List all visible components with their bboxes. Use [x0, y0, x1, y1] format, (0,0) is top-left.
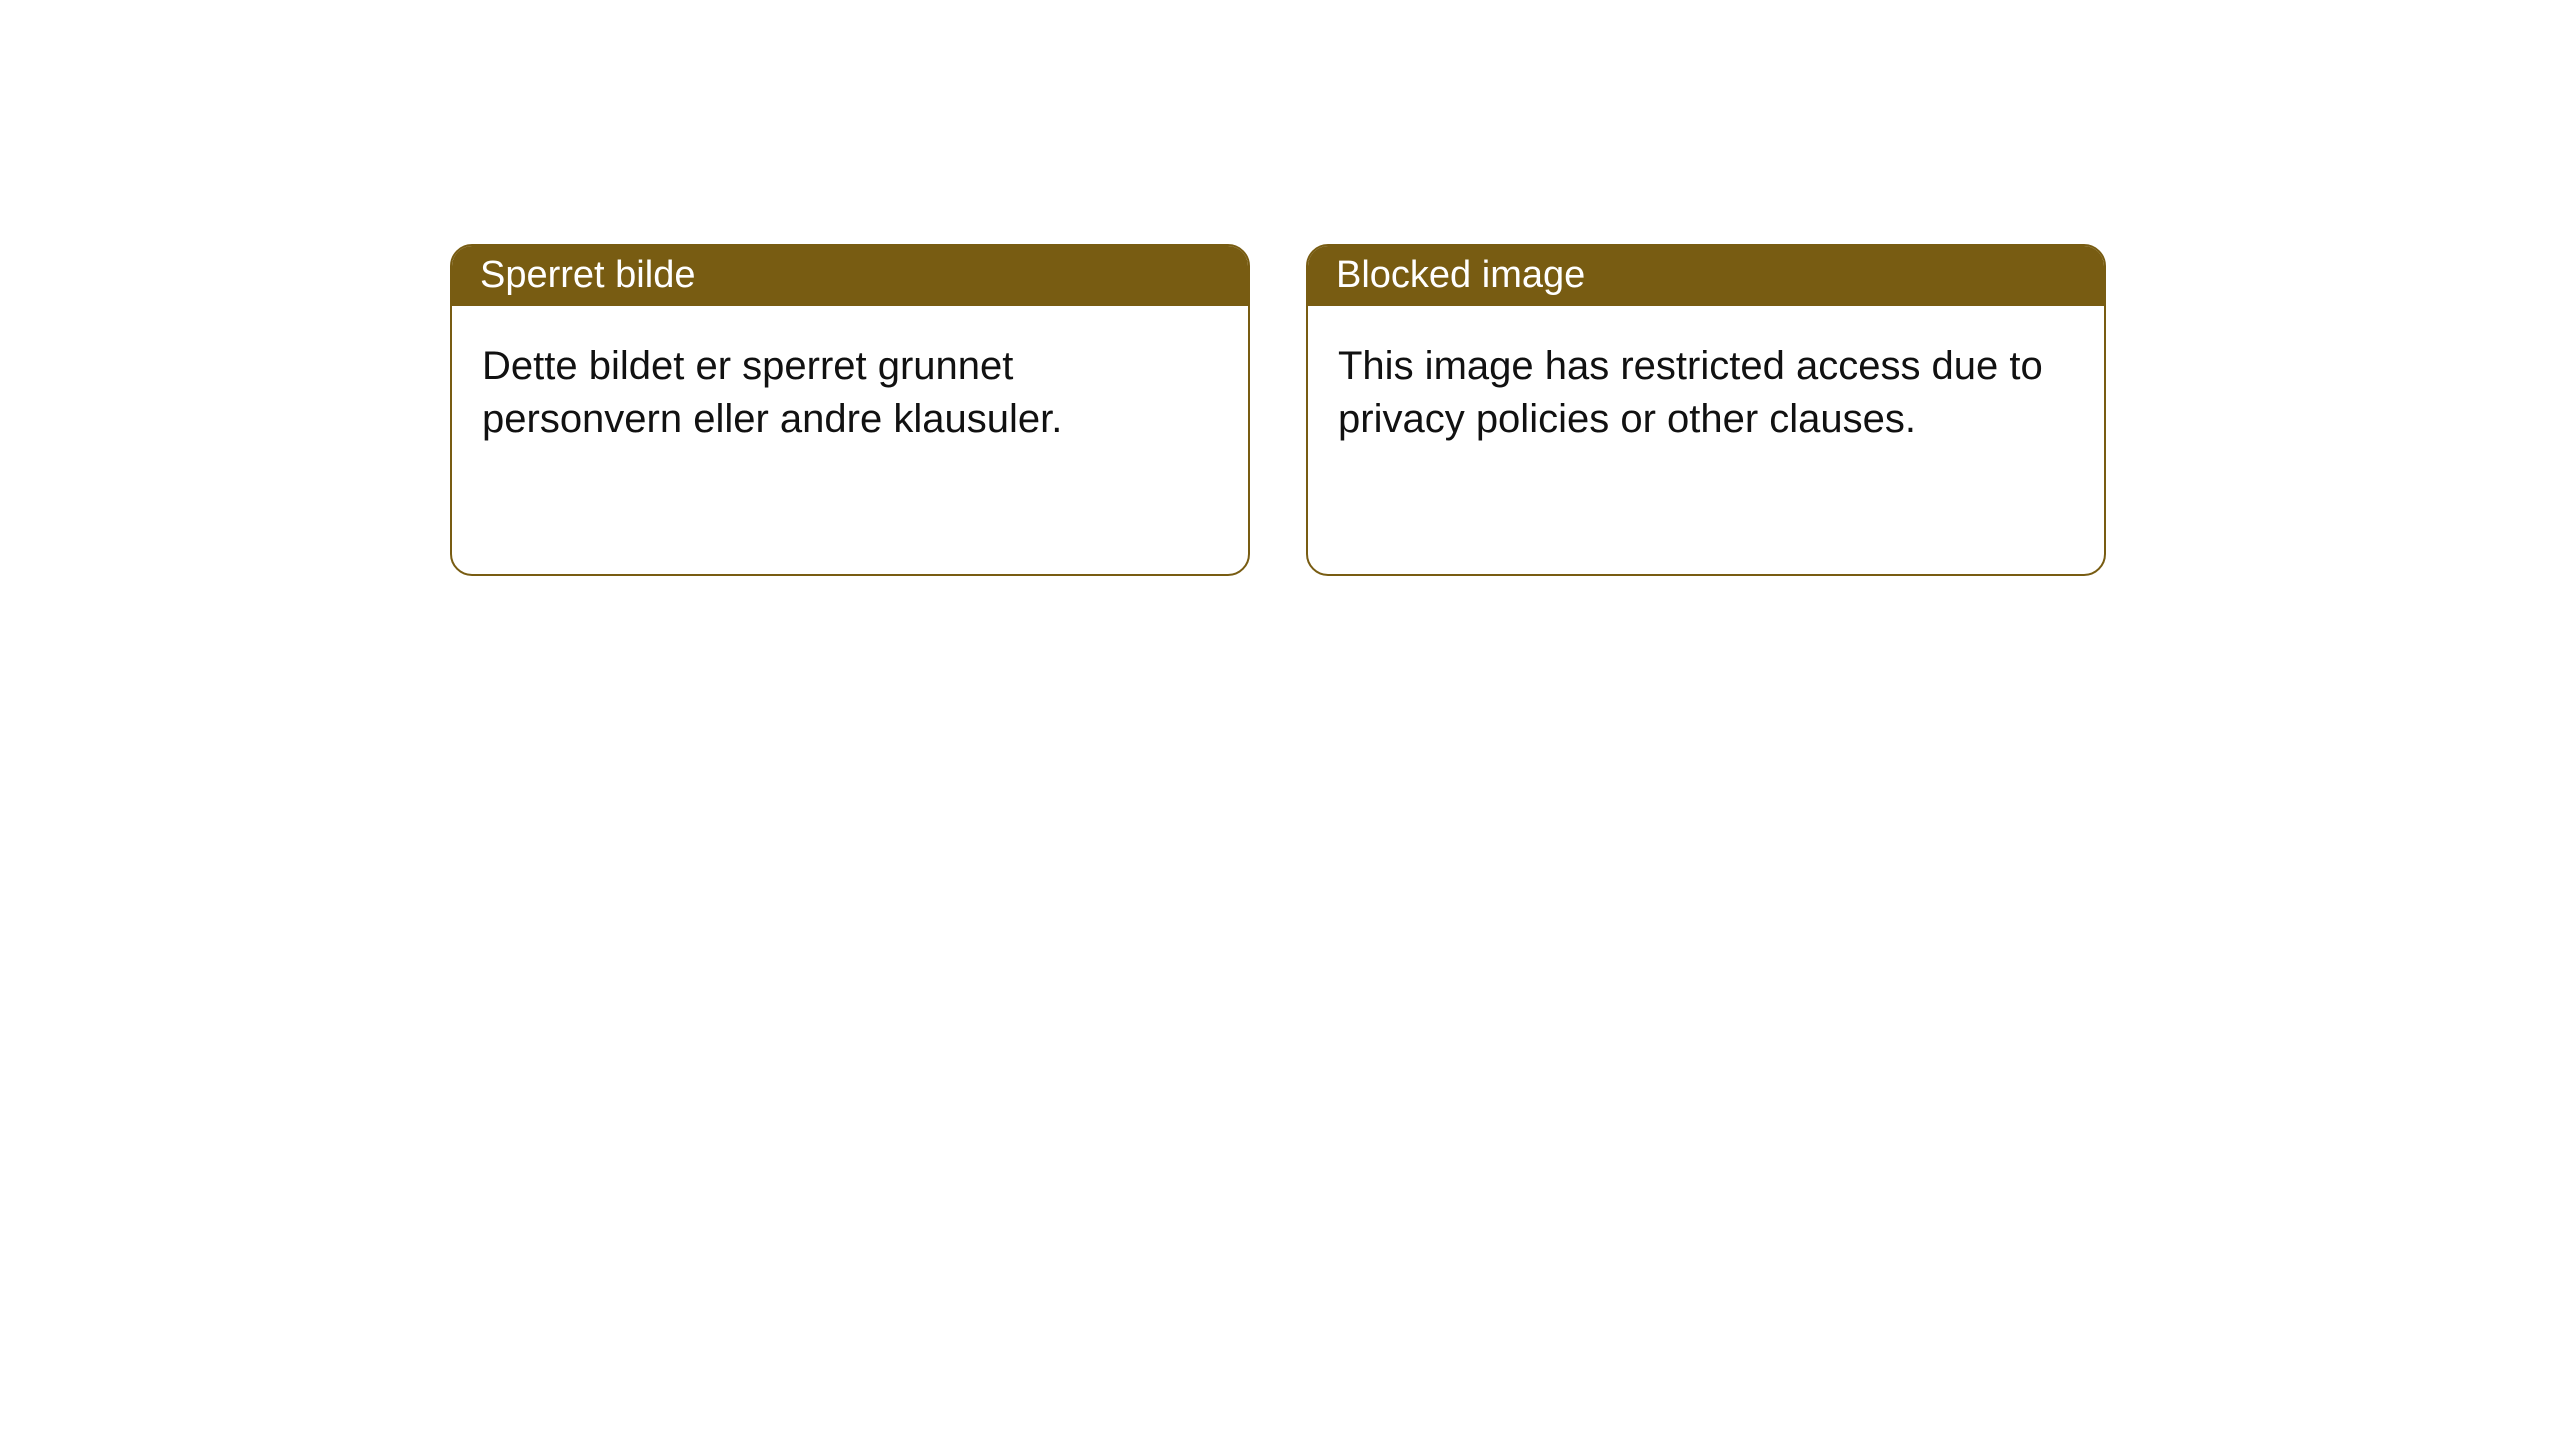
notice-card-english: Blocked image This image has restricted … [1306, 244, 2106, 576]
notice-card-header: Blocked image [1308, 246, 2104, 306]
notice-card-norwegian: Sperret bilde Dette bildet er sperret gr… [450, 244, 1250, 576]
notice-card-header: Sperret bilde [452, 246, 1248, 306]
notice-card-body: This image has restricted access due to … [1308, 306, 2104, 476]
notice-card-body: Dette bildet er sperret grunnet personve… [452, 306, 1248, 476]
notice-cards-row: Sperret bilde Dette bildet er sperret gr… [450, 244, 2106, 576]
